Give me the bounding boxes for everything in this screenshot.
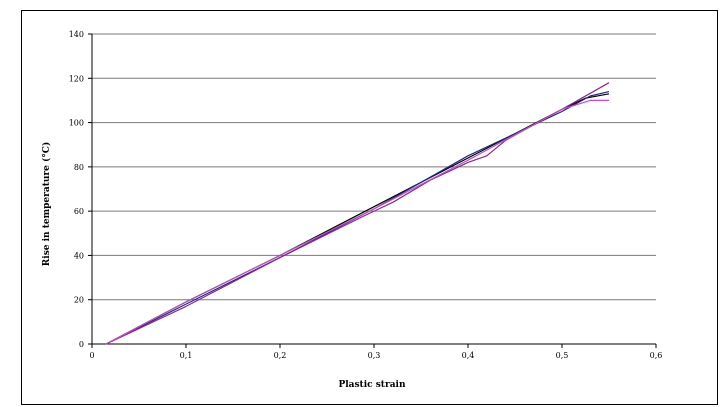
x-tick-label: 0,2 [274, 351, 287, 360]
series-line-4 [105, 99, 609, 345]
data-series [105, 82, 610, 345]
x-tick-label: 0,1 [180, 351, 193, 360]
y-tick-label: 0 [79, 340, 84, 349]
y-tick-label: 140 [69, 30, 84, 39]
x-tick-label: 0,3 [368, 351, 381, 360]
chart-frame: 0 20 40 60 80 100 120 140 0 0,1 0,2 0,3 0,4 0,5 0,6 R… [21, 10, 718, 405]
y-tick-label: 80 [74, 163, 84, 172]
x-axis-title: Plastic strain [338, 380, 405, 390]
x-tick-label: 0,5 [556, 351, 569, 360]
y-tick-label: 60 [74, 207, 84, 216]
gridlines [92, 33, 656, 301]
y-tick-label: 120 [69, 74, 84, 83]
y-tick-label: 40 [74, 251, 84, 260]
y-tick-labels: 0 20 40 60 80 100 120 140 [69, 30, 84, 349]
series-line-2 [105, 91, 610, 345]
x-tick-label: 0,4 [462, 351, 475, 360]
y-axis-title: Rise in temperature (°C) [41, 142, 52, 266]
temperature-strain-chart: 0 20 40 60 80 100 120 140 0 0,1 0,2 0,3 0,4 0,5 0,6 R… [41, 30, 662, 390]
x-tick-label: 0,6 [650, 351, 663, 360]
x-tick-labels: 0 0,1 0,2 0,3 0,4 0,5 0,6 [89, 351, 662, 360]
axes [88, 33, 657, 348]
x-tick-label: 0 [89, 351, 94, 360]
y-tick-label: 100 [69, 119, 84, 128]
y-tick-label: 20 [74, 296, 84, 305]
